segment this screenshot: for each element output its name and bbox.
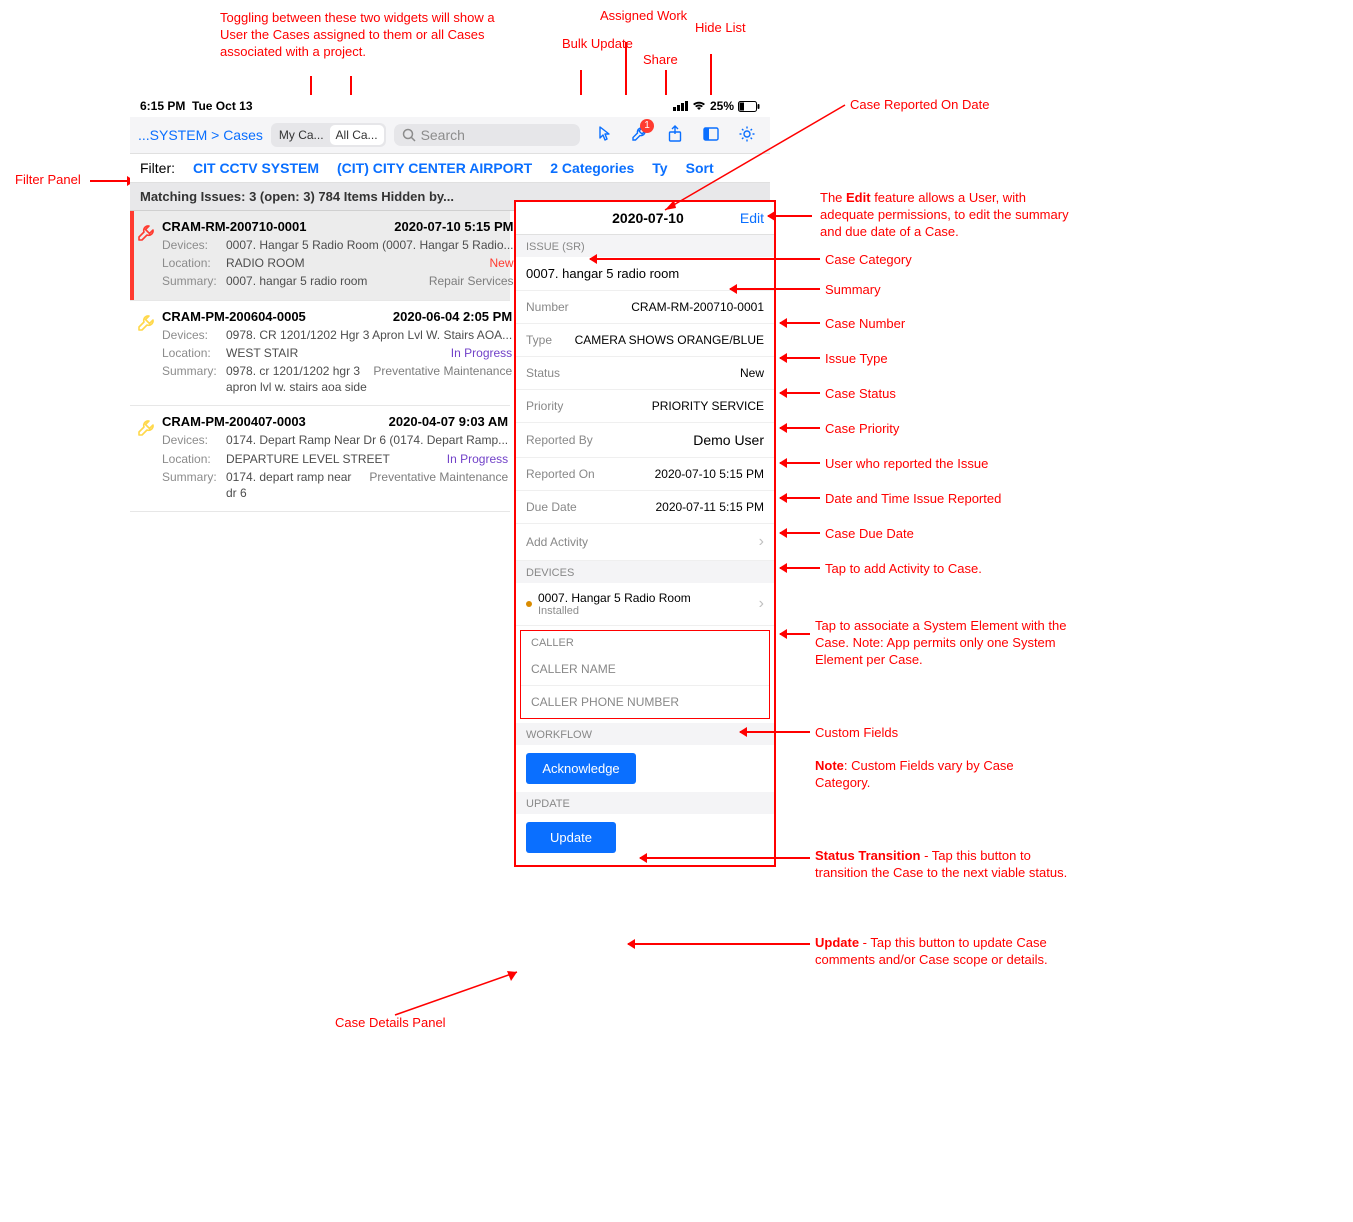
annotation-toggle: Toggling between these two widgets will … [220, 10, 500, 61]
detail-reportedby: Reported ByDemo User [516, 423, 774, 458]
update-button[interactable]: Update [526, 822, 616, 853]
add-activity-row[interactable]: Add Activity› [516, 524, 774, 561]
section-update: UPDATE [516, 792, 774, 814]
annotation-number: Case Number [825, 316, 905, 333]
acknowledge-button[interactable]: Acknowledge [526, 753, 636, 784]
section-issue: ISSUE (SR) [516, 235, 774, 257]
annotation-assigned: Assigned Work [600, 8, 687, 25]
annotation-duedate: Case Due Date [825, 526, 914, 543]
detail-duedate: Due Date2020-07-11 5:15 PM [516, 491, 774, 524]
annotation-type: Issue Type [825, 351, 888, 368]
section-devices: DEVICES [516, 561, 774, 583]
filter-system[interactable]: CIT CCTV SYSTEM [193, 160, 319, 176]
annotation-category: Case Category [825, 252, 912, 269]
filter-site[interactable]: (CIT) CITY CENTER AIRPORT [337, 160, 532, 176]
badge-count: 1 [640, 119, 654, 133]
caller-custom-fields: CALLER CALLER NAME CALLER PHONE NUMBER [520, 630, 770, 719]
search-icon [402, 128, 416, 142]
assigned-work-icon[interactable]: 1 [630, 125, 648, 146]
wrench-icon [136, 223, 156, 292]
device-status-dot [526, 601, 532, 607]
detail-type: TypeCAMERA SHOWS ORANGE/BLUE [516, 324, 774, 357]
annotation-status: Case Status [825, 386, 896, 403]
segmented-control: My Ca... All Ca... [271, 123, 386, 147]
annotation-update: Update - Tap this button to update Case … [815, 935, 1095, 969]
wrench-icon [136, 418, 156, 503]
case-list-item[interactable]: CRAM-PM-200407-00032020-04-07 9:03 AMDev… [130, 406, 510, 512]
diag-arrow [660, 105, 850, 215]
case-list: CRAM-RM-200710-00012020-07-10 5:15 PMDev… [130, 211, 510, 512]
annotation-custom: Custom Fields [815, 725, 898, 742]
annotation-share: Share [643, 52, 678, 69]
case-list-item[interactable]: CRAM-RM-200710-00012020-07-10 5:15 PMDev… [130, 211, 510, 301]
annotation-details-panel: Case Details Panel [335, 1015, 446, 1032]
case-details-panel: 2020-07-10 Edit ISSUE (SR) 0007. hangar … [514, 200, 776, 867]
caller-phone-field[interactable]: CALLER PHONE NUMBER [521, 686, 769, 718]
detail-number: NumberCRAM-RM-200710-0001 [516, 291, 774, 324]
annotation-bulk: Bulk Update [562, 36, 633, 53]
annotation-custom-note: Note: Custom Fields vary by Case Categor… [815, 758, 1065, 792]
annotation-activity: Tap to add Activity to Case. [825, 561, 982, 578]
annotation-reported-date: Case Reported On Date [850, 97, 989, 114]
annotation-transition: Status Transition - Tap this button to t… [815, 848, 1075, 882]
detail-priority: PriorityPRIORITY SERVICE [516, 390, 774, 423]
device-row[interactable]: 0007. Hangar 5 Radio Room Installed › [516, 583, 774, 626]
detail-status: StatusNew [516, 357, 774, 390]
annotation-filter: Filter Panel [15, 172, 81, 189]
chevron-right-icon: › [759, 533, 764, 551]
chevron-right-icon: › [759, 595, 764, 613]
annotation-reportedon: Date and Time Issue Reported [825, 491, 1001, 508]
section-workflow: WORKFLOW [516, 723, 774, 745]
annotation-device: Tap to associate a System Element with t… [815, 618, 1085, 669]
annotation-summary: Summary [825, 282, 881, 299]
case-list-item[interactable]: CRAM-PM-200604-00052020-06-04 2:05 PMDev… [130, 301, 510, 407]
detail-reportedon: Reported On2020-07-10 5:15 PM [516, 458, 774, 491]
pointer-icon[interactable] [594, 125, 612, 146]
annotation-edit: The Edit feature allows a User, with ade… [820, 190, 1080, 241]
search-input[interactable]: Search [394, 124, 580, 146]
wrench-icon [136, 313, 156, 398]
segment-all-cases[interactable]: All Ca... [330, 125, 384, 145]
annotation-reportedby: User who reported the Issue [825, 456, 988, 473]
breadcrumb[interactable]: ...SYSTEM > Cases [138, 127, 263, 143]
annotation-priority: Case Priority [825, 421, 899, 438]
filter-categories[interactable]: 2 Categories [550, 160, 634, 176]
segment-my-cases[interactable]: My Ca... [273, 125, 330, 145]
annotation-hide: Hide List [695, 20, 746, 37]
caller-name-field[interactable]: CALLER NAME [521, 653, 769, 686]
